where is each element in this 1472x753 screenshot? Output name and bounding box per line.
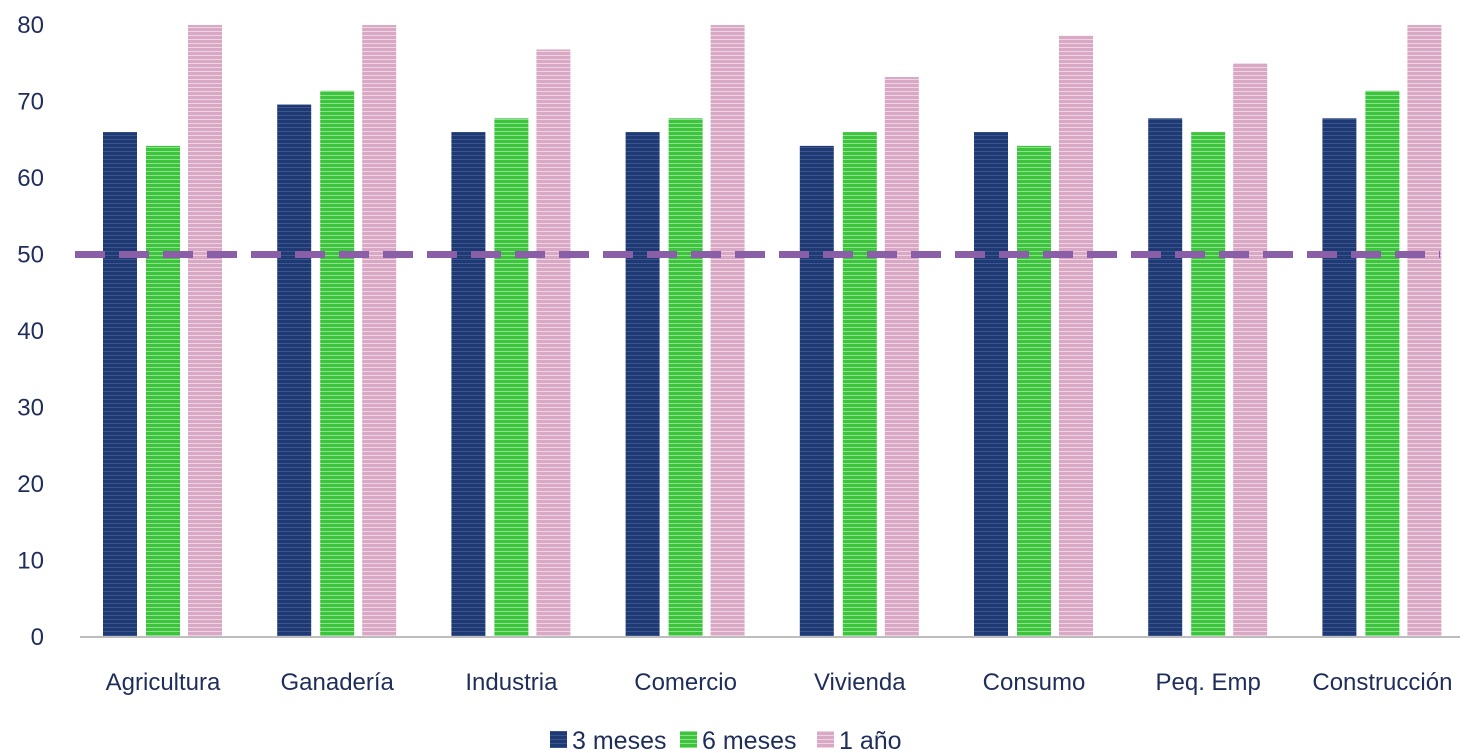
- bar-1y: [188, 25, 222, 637]
- y-tick-label: 60: [17, 165, 44, 192]
- bar-3m: [277, 104, 312, 637]
- legend-swatch: [680, 731, 697, 748]
- legend: 3 meses 6 meses 1 año: [550, 727, 902, 753]
- legend-swatch: [817, 731, 834, 748]
- bar-3m: [625, 132, 660, 637]
- bar-3m: [103, 132, 137, 637]
- bar-1y: [1059, 35, 1093, 637]
- x-tick-label: Vivienda: [814, 669, 906, 696]
- y-axis-ticks: 0 10 20 30 40 50 60 70 80: [17, 12, 44, 651]
- bar-6m: [494, 118, 529, 637]
- bar-3m: [1322, 118, 1357, 637]
- y-tick-label: 70: [17, 89, 44, 116]
- legend-label: 6 meses: [702, 727, 796, 753]
- x-axis-labels: Agricultura Ganadería Industria Comercio Viv…: [106, 669, 1453, 696]
- y-tick-label: 50: [17, 242, 44, 269]
- bar-1y: [1233, 63, 1268, 637]
- bar-1y: [1407, 25, 1442, 637]
- y-tick-label: 0: [31, 624, 44, 651]
- y-tick-label: 10: [17, 548, 44, 575]
- x-tick-label: Agricultura: [106, 669, 221, 696]
- x-tick-label: Ganadería: [280, 669, 394, 696]
- y-tick-label: 80: [17, 12, 44, 39]
- y-tick-label: 20: [17, 471, 44, 498]
- bar-6m: [320, 90, 355, 638]
- y-tick-label: 30: [17, 395, 44, 422]
- bar-3m: [799, 145, 834, 637]
- bar-6m: [1191, 132, 1226, 637]
- legend-swatch: [550, 731, 567, 748]
- bar-1y: [710, 25, 745, 637]
- bar-6m: [842, 132, 877, 637]
- bar-3m: [451, 132, 486, 637]
- bar-6m: [668, 118, 703, 637]
- x-tick-label: Consumo: [983, 669, 1086, 696]
- bar-6m: [146, 145, 180, 637]
- bar-1y: [536, 49, 571, 638]
- x-tick-label: Industria: [465, 669, 558, 696]
- x-tick-label: Comercio: [634, 669, 737, 696]
- x-tick-label: Peq. Emp: [1156, 669, 1261, 696]
- bar-3m: [1148, 118, 1183, 637]
- bar-6m: [1017, 145, 1051, 637]
- bar-3m: [974, 132, 1008, 637]
- bars: [103, 25, 1442, 638]
- y-tick-label: 40: [17, 318, 44, 345]
- legend-label: 3 meses: [572, 727, 666, 753]
- bar-1y: [362, 25, 397, 637]
- bar-1y: [884, 77, 919, 637]
- legend-label: 1 año: [839, 727, 902, 753]
- x-tick-label: Construcción: [1312, 669, 1452, 696]
- bar-6m: [1365, 90, 1400, 638]
